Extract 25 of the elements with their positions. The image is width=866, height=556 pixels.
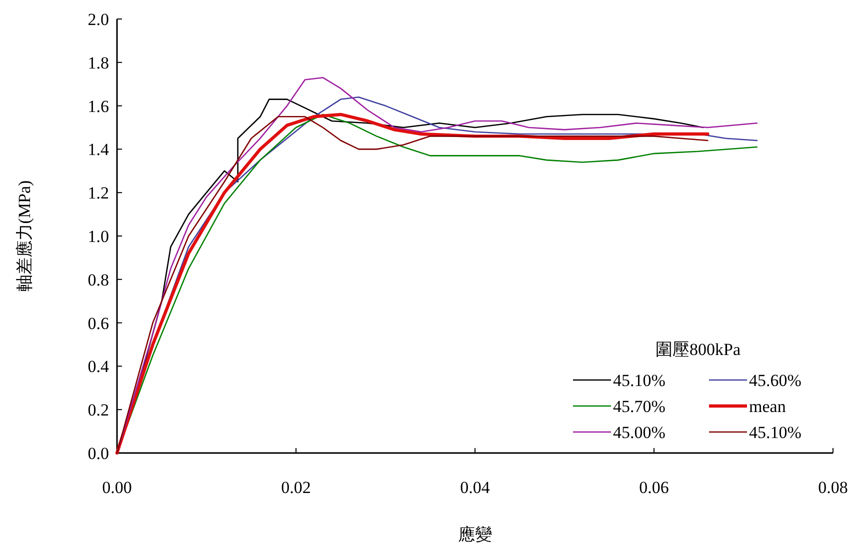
legend-label: 45.10% [749,423,802,442]
y-tick-label: 0.8 [88,270,109,290]
legend-label: mean [749,397,786,416]
x-tick-label: 0.02 [281,478,311,497]
legend-label: 45.60% [749,371,802,390]
x-tick-label: 0.00 [102,478,132,497]
legend-title: 圍壓800kPa [656,340,741,359]
legend-label: 45.00% [613,423,666,442]
y-tick-label: 1.8 [88,53,109,72]
y-tick-label: 1.0 [88,227,109,246]
y-tick-label: 0.4 [88,357,110,376]
x-tick-label: 0.04 [460,478,490,497]
y-tick-label: 0.2 [88,400,109,420]
legend-label: 45.70% [613,397,666,416]
x-axis-title: 應變 [458,525,492,544]
y-axis-title: 軸差應力(MPa) [15,180,34,292]
y-tick-label: 1.6 [88,96,109,116]
y-tick-label: 0.6 [88,314,109,333]
y-tick-label: 2.0 [88,10,109,29]
y-tick-label: 0.0 [88,444,109,463]
y-tick-label: 1.4 [88,140,110,160]
x-tick-label: 0.08 [818,478,848,497]
x-tick-label: 0.06 [639,478,669,497]
legend-label: 45.10% [613,371,666,390]
y-tick-label: 1.2 [88,184,109,203]
